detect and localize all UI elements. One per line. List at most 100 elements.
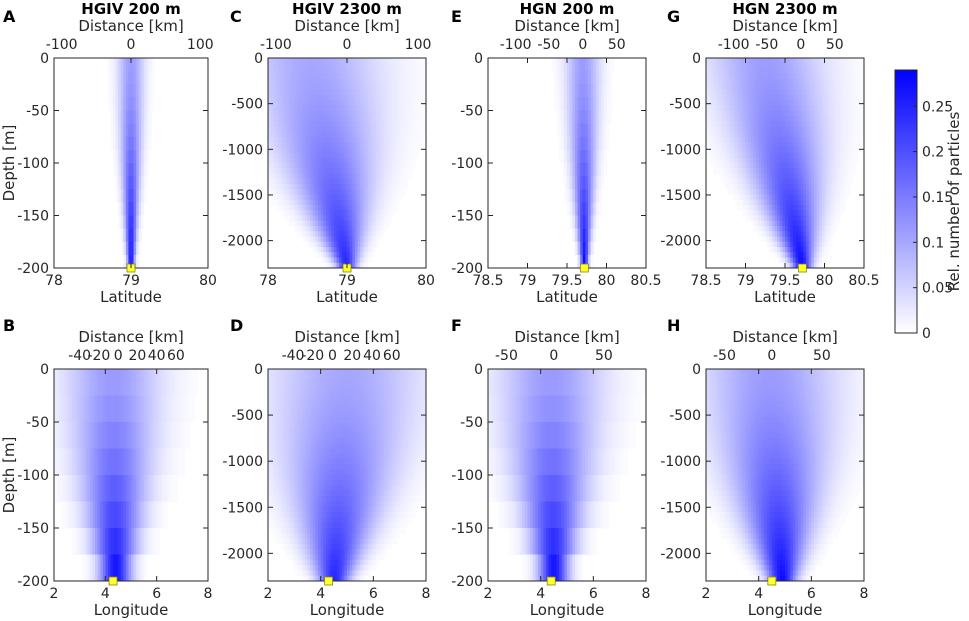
heatmap-cell <box>268 115 272 122</box>
heatmap-cell <box>383 210 387 216</box>
heatmap-cell <box>399 121 403 127</box>
heatmap-cell <box>753 126 757 132</box>
heatmap-cell <box>270 126 274 132</box>
heatmap-cell <box>131 149 134 164</box>
heatmap-cell <box>811 236 815 243</box>
heatmap-cell <box>792 178 796 185</box>
heatmap-cell <box>354 247 358 253</box>
heatmap-cell <box>711 105 715 111</box>
heatmap-cell <box>790 194 794 201</box>
heatmap-cell <box>819 231 823 237</box>
heatmap-cell <box>832 63 836 69</box>
heatmap-cell <box>740 110 744 117</box>
heatmap-cell <box>763 147 767 153</box>
heatmap-cell <box>756 210 760 216</box>
heatmap-cell <box>795 168 799 174</box>
heatmap-cell <box>128 163 132 177</box>
heatmap-cell <box>113 528 116 555</box>
heatmap-cell <box>281 136 285 143</box>
heatmap-cell <box>397 189 401 195</box>
heatmap-cell <box>307 84 311 90</box>
heatmap-cell <box>816 236 820 243</box>
heatmap-cell <box>286 215 290 222</box>
heatmap-cell <box>349 100 353 106</box>
heatmap-cell <box>713 147 717 153</box>
heatmap-cell <box>365 115 369 122</box>
heatmap-cell <box>339 79 343 85</box>
heatmap-cell <box>118 71 122 85</box>
heatmap-cell <box>806 157 810 164</box>
heatmap-cell <box>296 194 300 201</box>
heatmap-cell <box>273 152 277 159</box>
heatmap-cell <box>813 262 817 269</box>
heatmap-cell <box>113 110 116 125</box>
heatmap-cell <box>808 157 812 164</box>
heatmap-cell <box>811 220 815 227</box>
heatmap-cell <box>835 142 839 148</box>
heatmap-cell <box>420 110 424 117</box>
heatmap-cell <box>333 173 337 180</box>
heatmap-cell <box>61 475 65 502</box>
heatmap-cell <box>758 100 762 106</box>
heatmap-cell <box>273 178 277 185</box>
heatmap-cell <box>832 105 836 111</box>
heatmap-cell <box>800 73 804 80</box>
heatmap-cell <box>378 210 382 216</box>
heatmap-cell <box>732 84 736 90</box>
heatmap-cell <box>368 236 372 243</box>
heatmap-cell <box>556 123 560 138</box>
heatmap-cell <box>354 236 358 243</box>
heatmap-cell <box>378 163 382 169</box>
heatmap-cell <box>798 126 802 132</box>
heatmap-cell <box>299 68 303 75</box>
heatmap-cell <box>349 205 353 211</box>
heatmap-cell <box>310 100 314 106</box>
heatmap-cell <box>323 58 327 64</box>
heatmap-cell <box>133 176 137 190</box>
heatmap-cell <box>719 68 723 75</box>
heatmap-cell <box>761 189 765 195</box>
heatmap-cell <box>819 189 823 195</box>
heatmap-cell <box>107 84 111 98</box>
heatmap-cell <box>761 205 765 211</box>
heatmap-cell <box>771 168 775 174</box>
heatmap-cell <box>397 157 401 164</box>
heatmap-cell <box>763 220 767 227</box>
heatmap-cell <box>389 68 393 75</box>
heatmap-cell <box>391 142 395 148</box>
heatmap-cell <box>391 136 395 143</box>
heatmap-cell <box>373 210 377 216</box>
heatmap-cell <box>813 84 817 90</box>
heatmap-cell <box>391 178 395 185</box>
heatmap-cell <box>774 84 778 90</box>
heatmap-cell <box>172 369 176 396</box>
heatmap-cell <box>845 89 849 96</box>
heatmap-cell <box>320 257 324 264</box>
heatmap-cell <box>331 236 335 243</box>
heatmap-cell <box>151 84 155 98</box>
heatmap-cell <box>732 168 736 174</box>
heatmap-cell <box>381 73 385 80</box>
heatmap-cell <box>559 58 563 72</box>
heatmap-cell <box>734 147 738 153</box>
heatmap-cell <box>156 475 160 502</box>
heatmap-cell <box>724 142 728 148</box>
heatmap-cell <box>299 105 303 111</box>
heatmap-cell <box>394 152 398 159</box>
heatmap-cell <box>761 121 765 127</box>
heatmap-cell <box>595 189 599 203</box>
heatmap-cell <box>389 131 393 138</box>
heatmap-cell <box>835 79 839 85</box>
heatmap-cell <box>118 136 122 151</box>
heatmap-cell <box>785 157 789 164</box>
heatmap-cell <box>59 448 63 476</box>
x-tick-label: 79.5 <box>551 273 582 289</box>
heatmap-cell <box>289 210 293 216</box>
heatmap-cell <box>766 199 770 206</box>
heatmap-cell <box>829 241 833 248</box>
heatmap-cell <box>354 84 358 90</box>
heatmap-cell <box>278 157 282 164</box>
heatmap-cell <box>125 136 129 151</box>
heatmap-cell <box>559 97 563 111</box>
